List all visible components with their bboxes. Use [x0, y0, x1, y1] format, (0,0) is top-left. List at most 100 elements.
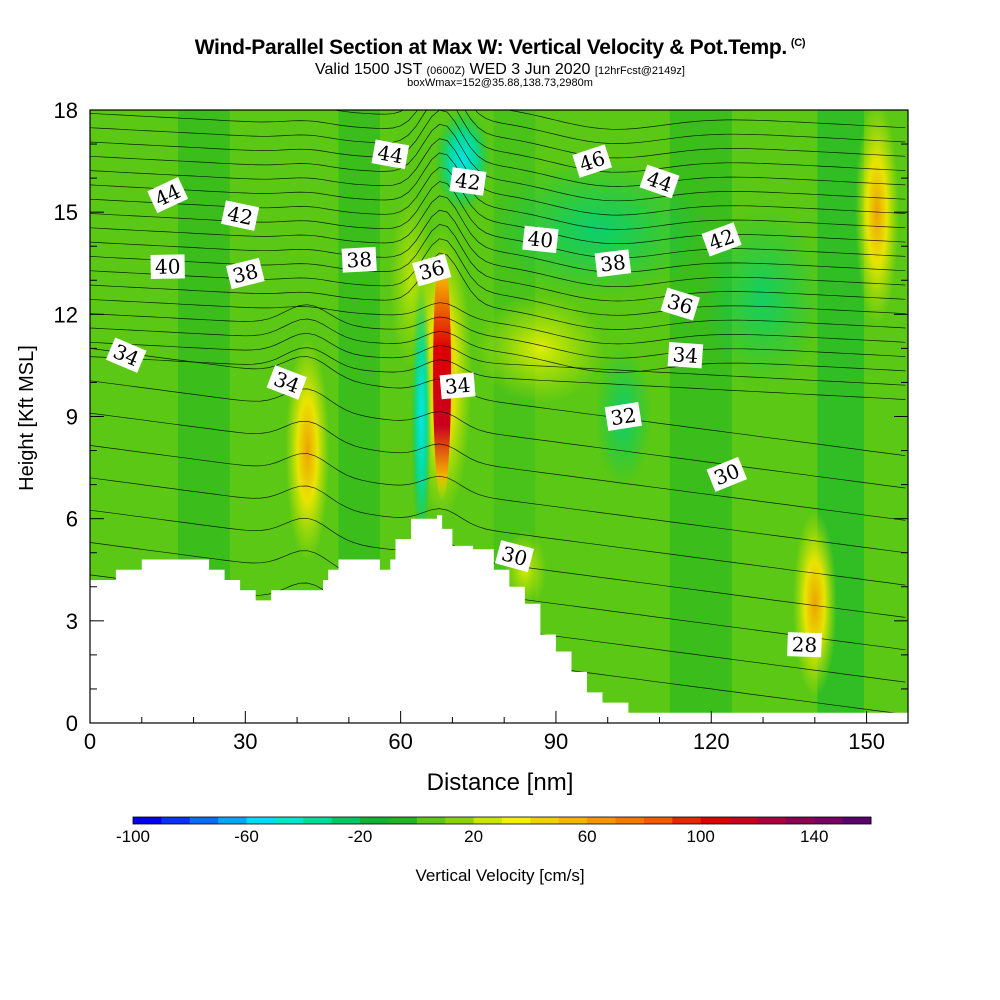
- colorbar-tick-label: 20: [464, 827, 483, 846]
- isentrope-label: 34: [667, 342, 704, 369]
- field-lift-region: [475, 293, 606, 404]
- isentrope-line: [90, 252, 906, 330]
- isentrope-label-text: 38: [230, 259, 261, 288]
- isentrope-label: 30: [494, 540, 535, 573]
- isentrope-label-box: [639, 164, 680, 199]
- updraft-region: [792, 510, 837, 698]
- colorbar-tick-label: 140: [800, 827, 828, 846]
- isentrope-line: [90, 224, 906, 302]
- isentrope-label-box: [522, 225, 559, 254]
- y-tick-label: 12: [54, 302, 78, 327]
- isentrope-label: 38: [341, 246, 377, 273]
- colorbar-cell: [303, 817, 333, 824]
- isentrope-label-box: [266, 365, 307, 400]
- isentrope-line: [90, 110, 906, 187]
- colorbar-tick-label: -60: [234, 827, 259, 846]
- isentrope-line: [90, 110, 906, 173]
- isentrope-label-box: [667, 342, 704, 369]
- isentrope-label-box: [706, 456, 748, 492]
- isentrope-label-text: 44: [376, 140, 405, 168]
- colorbar-cell: [445, 817, 475, 824]
- colorbar-tick-label: -20: [348, 827, 373, 846]
- colorbar-cell: [842, 817, 872, 824]
- terrain-mask: [90, 515, 908, 724]
- updraft-core: [433, 246, 452, 502]
- copyright-mark: (C): [790, 37, 806, 49]
- isentrope-label-box: [371, 139, 410, 170]
- colorbar-cell: [189, 817, 219, 824]
- isentrope-line: [332, 110, 906, 144]
- valid-utc: (0600Z): [426, 65, 466, 77]
- isentrope-label-box: [787, 632, 822, 658]
- colorbar-label: Vertical Velocity [cm/s]: [415, 866, 584, 885]
- valid-date: WED 3 Jun 2020: [469, 61, 591, 78]
- isentrope-label-box: [341, 246, 377, 273]
- isentrope-label-box: [660, 287, 700, 321]
- isentrope-label-box: [604, 401, 642, 432]
- colorbar-tick-label: -100: [116, 827, 150, 846]
- colorbar-cell: [133, 817, 162, 824]
- isentrope-label-box: [494, 540, 535, 573]
- colorbar-cell: [700, 817, 730, 824]
- isentrope-line: [90, 412, 906, 521]
- colorbar-cell: [814, 817, 844, 824]
- isentrope-line: [90, 318, 906, 373]
- isentrope-line: [90, 445, 906, 554]
- isentrope-label-text: 34: [672, 342, 699, 368]
- colorbar-tick-label: 100: [687, 827, 715, 846]
- isentrope-label-box: [225, 257, 265, 290]
- colorbar-cell: [643, 817, 673, 824]
- colorbar-cell: [530, 817, 560, 824]
- axes: 0 30 60 90 120 150 0 3 6 9 12 15 18: [54, 98, 908, 754]
- isentrope-label-text: 28: [791, 632, 817, 657]
- isentrope-line: [90, 298, 906, 345]
- colorbar-frame: [132, 816, 872, 825]
- y-tick-label: 6: [66, 507, 78, 532]
- isentrope-label-text: 42: [454, 168, 483, 195]
- x-tick-label: 30: [233, 729, 257, 754]
- isentrope-line: [90, 332, 906, 386]
- isentrope-line: [90, 348, 906, 457]
- isentrope-line: [90, 304, 906, 359]
- y-axis-label: Height [Kft MSL]: [16, 345, 38, 491]
- x-tick-label: 120: [693, 729, 730, 754]
- y-tick-label: 18: [54, 98, 78, 123]
- isentrope-label: 38: [594, 249, 632, 278]
- isentrope-label: 28: [787, 632, 822, 658]
- chart-title: Wind-Parallel Section at Max W: Vertical…: [0, 36, 1000, 60]
- valid-prefix: Valid 1500 JST: [315, 61, 423, 78]
- isentrope-label-text: 34: [444, 373, 471, 399]
- x-axis-label: Distance [nm]: [427, 769, 574, 796]
- colorbar-cell: [672, 817, 702, 824]
- colorbar-cell: [416, 817, 446, 824]
- x-tick-label: 90: [544, 729, 568, 754]
- colorbar-cell: [473, 817, 503, 824]
- isentrope-label-text: 38: [346, 247, 373, 272]
- colorbar-cell: [388, 817, 418, 824]
- isentrope-label: 34: [439, 372, 476, 400]
- isentrope-label: 32: [604, 401, 642, 432]
- chart-title-text: Wind-Parallel Section at Max W: Vertical…: [194, 36, 788, 59]
- colorbar-cell: [558, 817, 588, 824]
- y-tick-label: 3: [66, 609, 78, 634]
- box-info: boxWmax=152@35.88,138.73,2980m: [407, 77, 593, 89]
- isentrope-line: [90, 195, 906, 273]
- isentrope-label: 40: [522, 225, 559, 254]
- colorbar-cell: [331, 817, 361, 824]
- isentrope-label: 38: [225, 257, 265, 290]
- colorbar-cell: [360, 817, 389, 824]
- colorbar-cell: [757, 817, 787, 824]
- isentrope-label-box: [701, 222, 742, 257]
- y-tick-label: 0: [66, 711, 78, 736]
- x-tick-label: 0: [84, 729, 96, 754]
- y-tick-label: 9: [66, 405, 78, 430]
- isentrope-label-box: [105, 337, 147, 373]
- valid-time-line: Valid 1500 JST (0600Z) WED 3 Jun 2020 [1…: [0, 61, 1000, 79]
- isentrope-label-box: [150, 254, 185, 279]
- isentrope-line: [90, 238, 906, 316]
- colorbar-cell: [274, 817, 304, 824]
- isentrope-line: [90, 138, 906, 216]
- isentrope-line: [506, 110, 906, 130]
- isentrope-label-box: [449, 167, 487, 196]
